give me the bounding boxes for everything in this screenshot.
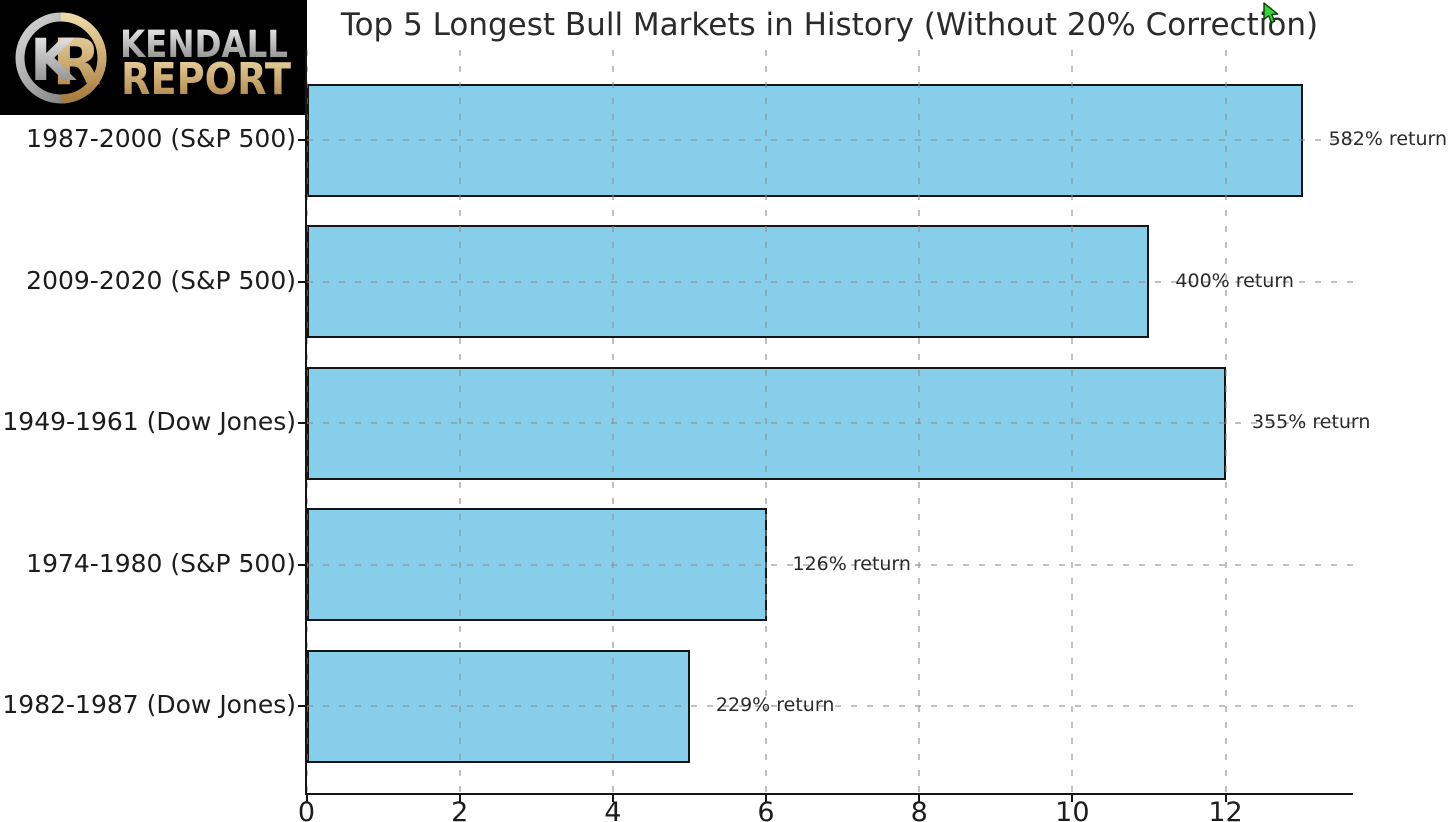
bar-value-label: 400% return xyxy=(1175,269,1294,292)
gridline-vertical xyxy=(1224,50,1227,793)
kendall-report-logo: R K KENDALL REPORT xyxy=(0,0,307,115)
kendall-report-logo-graphic: R K KENDALL REPORT xyxy=(15,12,291,105)
bar-value-label: 582% return xyxy=(1328,128,1448,150)
category-label: 1949-1961 (Dow Jones) xyxy=(2,407,296,436)
gridline-horizontal xyxy=(307,563,1353,566)
y-axis-tick-mark xyxy=(298,705,305,707)
bar-value-label: 355% return xyxy=(1252,411,1371,433)
chart-title: Top 5 Longest Bull Markets in History (W… xyxy=(340,7,1319,43)
bar-value-label: 229% return xyxy=(715,694,835,716)
mouse-cursor-icon xyxy=(1263,2,1279,24)
gridline-vertical xyxy=(458,50,461,793)
kr-monogram-ring xyxy=(15,12,107,104)
monogram-k-letter: K xyxy=(30,26,77,94)
y-axis-tick-mark xyxy=(298,280,305,283)
bar-value-label: 126% return xyxy=(792,552,911,575)
gridline-horizontal xyxy=(307,280,1353,283)
x-axis-tick-mark xyxy=(765,795,767,802)
category-label: 1974-1980 (S&P 500) xyxy=(26,548,296,578)
gridline-vertical xyxy=(611,50,614,793)
x-axis-tick-label: 0 xyxy=(297,797,316,822)
logo-wordmark-report: REPORT xyxy=(121,54,291,105)
x-axis-tick-label: 12 xyxy=(1208,797,1243,822)
y-axis-tick-mark xyxy=(298,563,305,566)
category-label: 1982-1987 (Dow Jones) xyxy=(2,690,296,719)
x-axis-tick-label: 6 xyxy=(757,797,775,822)
gridline-vertical xyxy=(918,50,921,793)
x-axis-tick-label: 10 xyxy=(1055,797,1090,822)
gridline-horizontal xyxy=(307,705,1353,707)
x-axis-tick-mark xyxy=(1071,795,1074,802)
y-axis-tick-mark xyxy=(298,139,305,141)
x-axis-tick-label: 2 xyxy=(451,797,469,822)
monogram-r-letter: R xyxy=(52,26,101,100)
x-axis-tick-mark xyxy=(1224,795,1227,802)
x-axis-tick-mark xyxy=(611,795,614,802)
logo-wordmark-kendall: KENDALL xyxy=(120,23,288,66)
x-axis-tick-mark xyxy=(918,795,921,802)
gridline-vertical xyxy=(1071,50,1074,793)
y-axis-tick-mark xyxy=(298,422,305,424)
category-label: 1987-2000 (S&P 500) xyxy=(26,124,296,153)
gridline-horizontal xyxy=(307,139,1353,141)
gridline-vertical xyxy=(765,50,767,793)
x-axis-tick-mark xyxy=(305,795,308,802)
gridline-horizontal xyxy=(307,422,1353,424)
x-axis-tick-label: 8 xyxy=(910,797,928,822)
x-axis-tick-label: 4 xyxy=(604,797,622,822)
x-axis-tick-mark xyxy=(458,795,461,802)
category-label: 2009-2020 (S&P 500) xyxy=(26,265,296,295)
